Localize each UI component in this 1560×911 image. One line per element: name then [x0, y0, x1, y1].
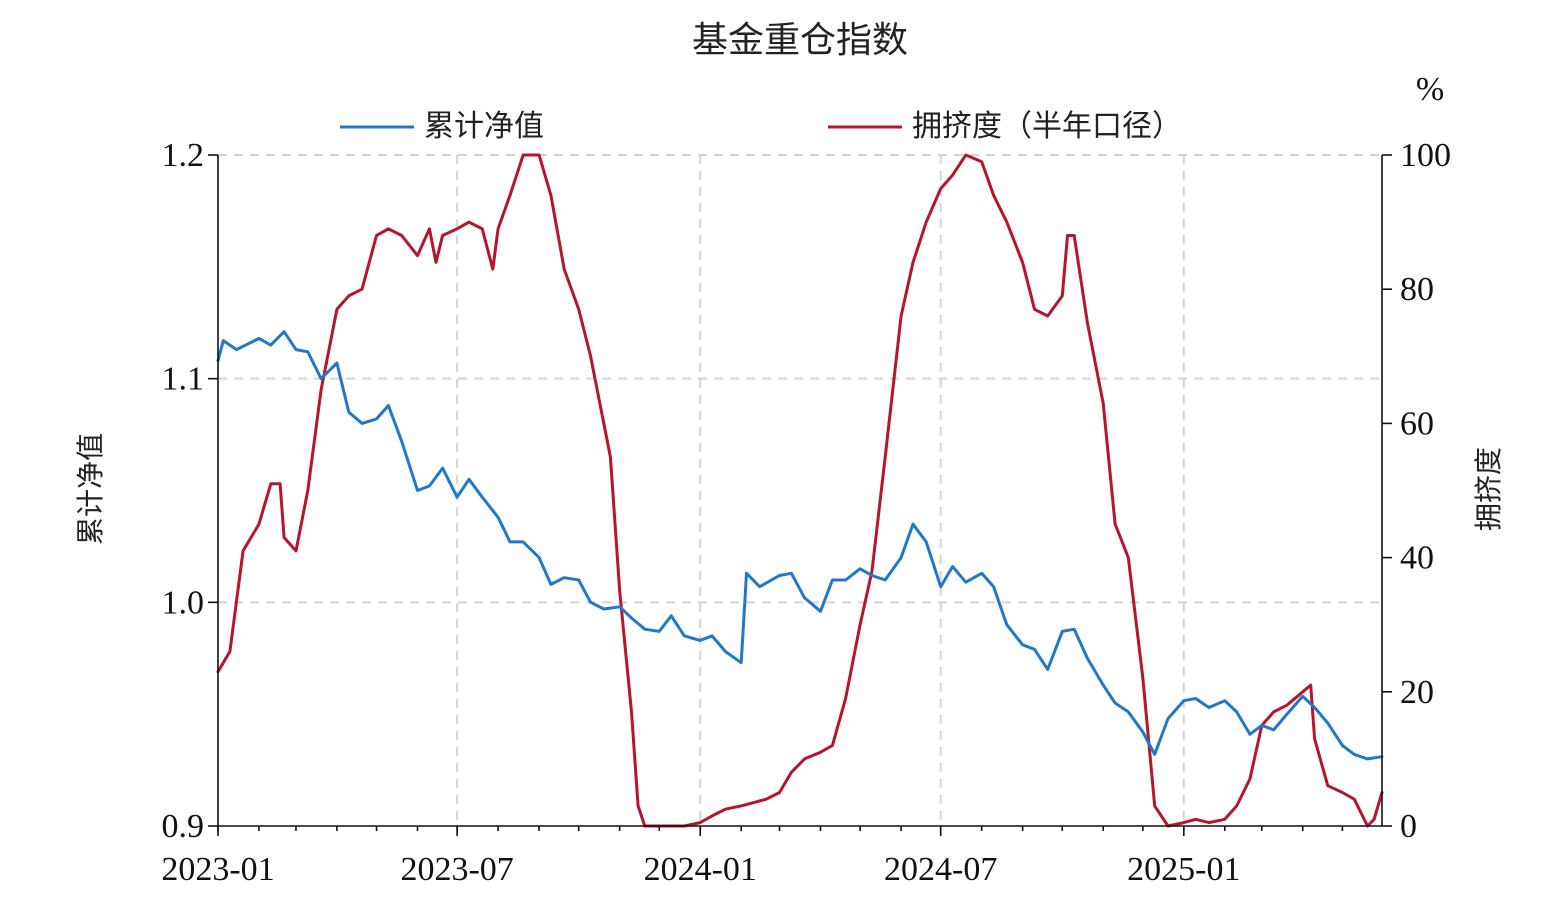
x-tick-label: 2023-01: [161, 851, 274, 888]
series-line-crowding: [216, 153, 1384, 828]
left-tick-label: 1.2: [162, 137, 205, 174]
x-tick-label: 2024-01: [644, 851, 757, 888]
x-tick-label: 2025-01: [1127, 851, 1240, 888]
tick-labels: 0.9 1.0 1.1 1.2 0 20 40 60 80 100 2023-01 2023-07 20…: [161, 137, 1451, 888]
x-tick-label: 2023-07: [400, 851, 513, 888]
series-group: [216, 153, 1384, 828]
left-tick-label: 1.0: [162, 584, 205, 621]
series-line-nav: [216, 330, 1384, 761]
legend-label-crowding: 拥挤度（半年口径）: [912, 109, 1182, 144]
right-tick-label: 100: [1400, 137, 1451, 174]
legend: 累计净值 拥挤度（半年口径）: [340, 109, 1182, 144]
right-tick-label: 40: [1400, 540, 1434, 577]
axes: [208, 154, 1392, 836]
right-axis-unit: %: [1416, 71, 1444, 108]
left-tick-label: 0.9: [162, 808, 205, 845]
right-tick-label: 0: [1400, 808, 1417, 845]
right-tick-label: 20: [1400, 674, 1434, 711]
left-axis-label: 累计净值: [74, 433, 107, 545]
chart-title: 基金重仓指数: [692, 20, 908, 61]
x-tick-label: 2024-07: [884, 851, 997, 888]
right-tick-label: 80: [1400, 271, 1434, 308]
legend-label-nav: 累计净值: [424, 109, 544, 144]
left-tick-label: 1.1: [162, 361, 205, 398]
right-axis-label: 拥挤度: [1472, 447, 1505, 531]
right-tick-label: 60: [1400, 405, 1434, 442]
grid: [218, 154, 1382, 826]
